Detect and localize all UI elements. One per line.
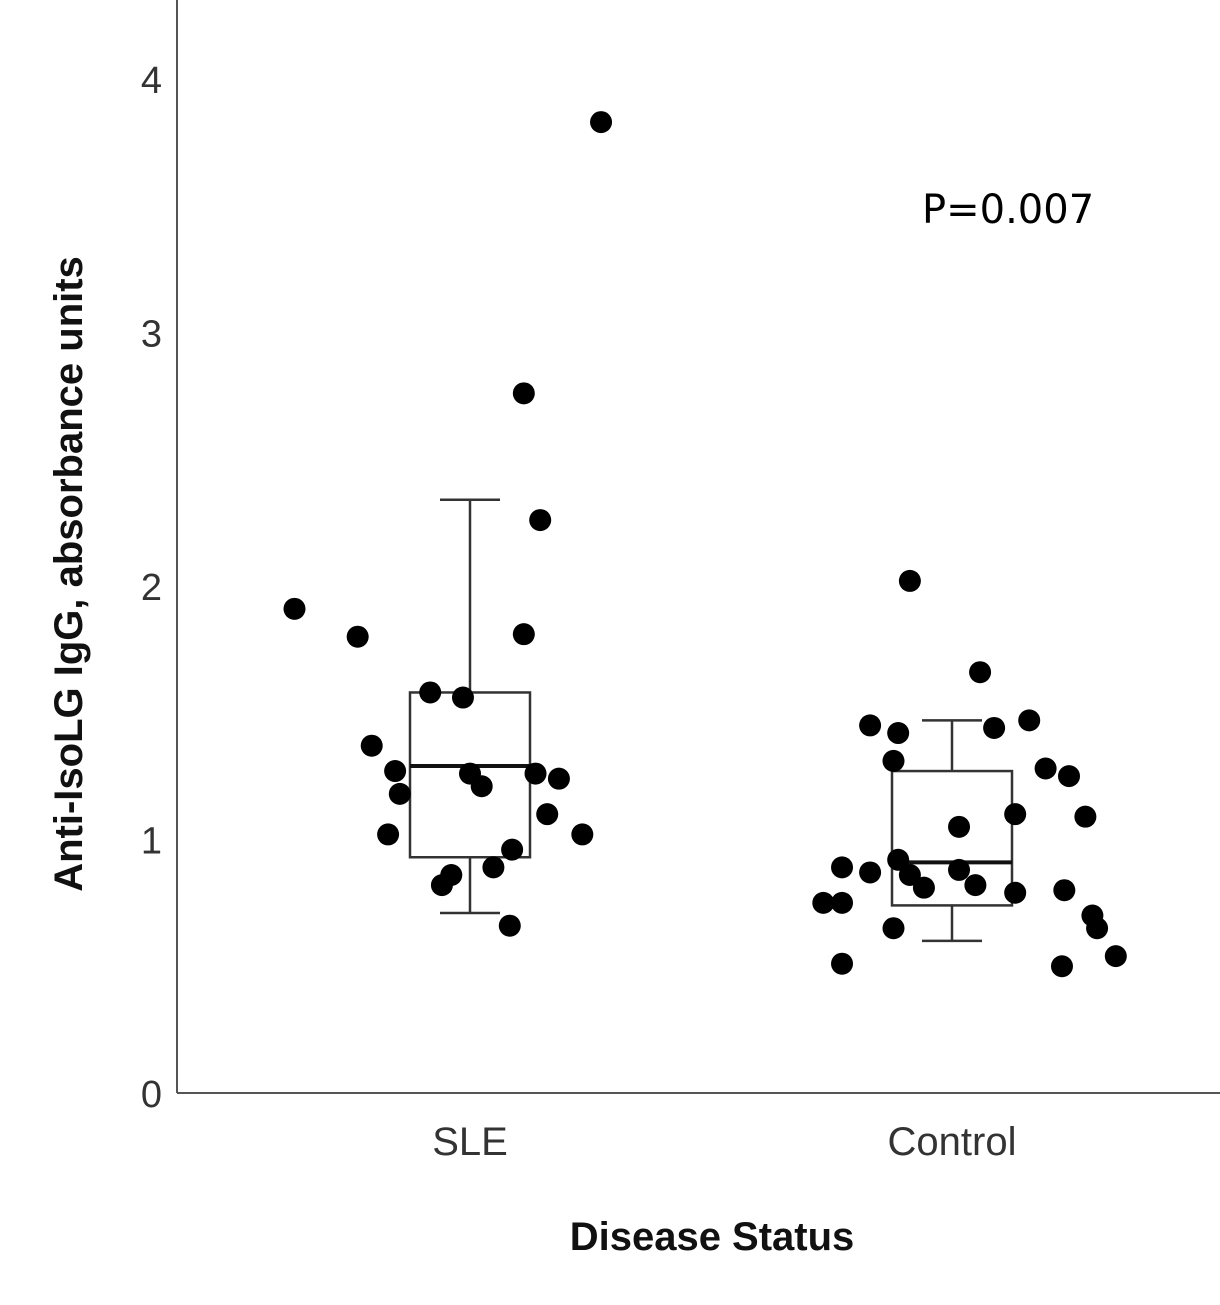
x-tick-label-sle: SLE bbox=[432, 1120, 508, 1164]
y-tick-label: 3 bbox=[141, 314, 162, 356]
y-tick-label: 2 bbox=[141, 567, 162, 609]
y-tick-label: 0 bbox=[141, 1074, 162, 1116]
sle-data-point bbox=[571, 823, 594, 846]
sle-data-point bbox=[283, 597, 306, 620]
sle-data-point bbox=[360, 734, 383, 757]
control-data-point bbox=[1104, 945, 1127, 968]
control-data-point bbox=[983, 716, 1006, 739]
control-data-point bbox=[948, 815, 971, 838]
control-data-point bbox=[887, 848, 910, 871]
y-tick-labels: 0 1 2 3 4 bbox=[141, 60, 162, 1116]
control-data-point bbox=[912, 876, 935, 899]
control-data-point bbox=[898, 569, 921, 592]
sle-data-point bbox=[451, 686, 474, 709]
y-axis-title: Anti-IsoLG IgG, absorbance units bbox=[47, 256, 91, 892]
control-data-point bbox=[859, 861, 882, 884]
control-data-point bbox=[831, 856, 854, 879]
control-data-point bbox=[1058, 765, 1080, 788]
control-data-point bbox=[859, 714, 882, 737]
sle-data-point bbox=[440, 863, 463, 886]
sle-data-point bbox=[377, 823, 400, 846]
sle-data-point bbox=[547, 767, 570, 790]
sle-data-point bbox=[482, 856, 505, 879]
control-data-point bbox=[969, 661, 992, 684]
sle-data-point bbox=[512, 382, 535, 405]
control-data-point bbox=[1074, 805, 1097, 828]
control-data-point bbox=[882, 749, 905, 772]
control-data-point bbox=[882, 917, 905, 940]
x-axis-title: Disease Status bbox=[570, 1215, 855, 1259]
sle-data-point bbox=[590, 111, 613, 134]
control-box bbox=[890, 769, 1014, 907]
p-value-annotation: P=0.007 bbox=[922, 187, 1094, 233]
sle-data-point bbox=[419, 681, 442, 704]
control-data-point bbox=[812, 891, 835, 914]
control-data-point bbox=[1018, 709, 1041, 732]
control-data-point bbox=[1053, 879, 1076, 902]
sle-data-point bbox=[388, 782, 411, 805]
control-data-point bbox=[887, 722, 910, 745]
x-tick-label-control: Control bbox=[888, 1120, 1017, 1164]
y-tick-label: 1 bbox=[141, 821, 162, 863]
control-data-point bbox=[898, 863, 921, 886]
sle-data-point bbox=[470, 775, 493, 798]
control-data-point bbox=[948, 858, 971, 881]
control-data-point bbox=[1004, 881, 1027, 904]
control-data-point bbox=[964, 874, 987, 897]
y-tick-label: 4 bbox=[141, 60, 162, 102]
control-data-point bbox=[1050, 955, 1073, 978]
control-data-point bbox=[831, 891, 854, 914]
control-data-point bbox=[1004, 803, 1027, 826]
control-data-point bbox=[1086, 917, 1109, 940]
control-data-point bbox=[1034, 757, 1057, 780]
sle-data-point bbox=[501, 838, 524, 861]
sle-data-point bbox=[536, 803, 559, 826]
control-data-point bbox=[831, 952, 854, 975]
sle-data-point bbox=[498, 914, 521, 937]
points-group bbox=[283, 111, 1127, 978]
sle-data-point bbox=[512, 623, 535, 646]
sle-data-point bbox=[346, 625, 369, 648]
sle-data-point bbox=[524, 762, 547, 785]
sle-data-point bbox=[384, 760, 407, 783]
sle-data-point bbox=[529, 509, 552, 532]
